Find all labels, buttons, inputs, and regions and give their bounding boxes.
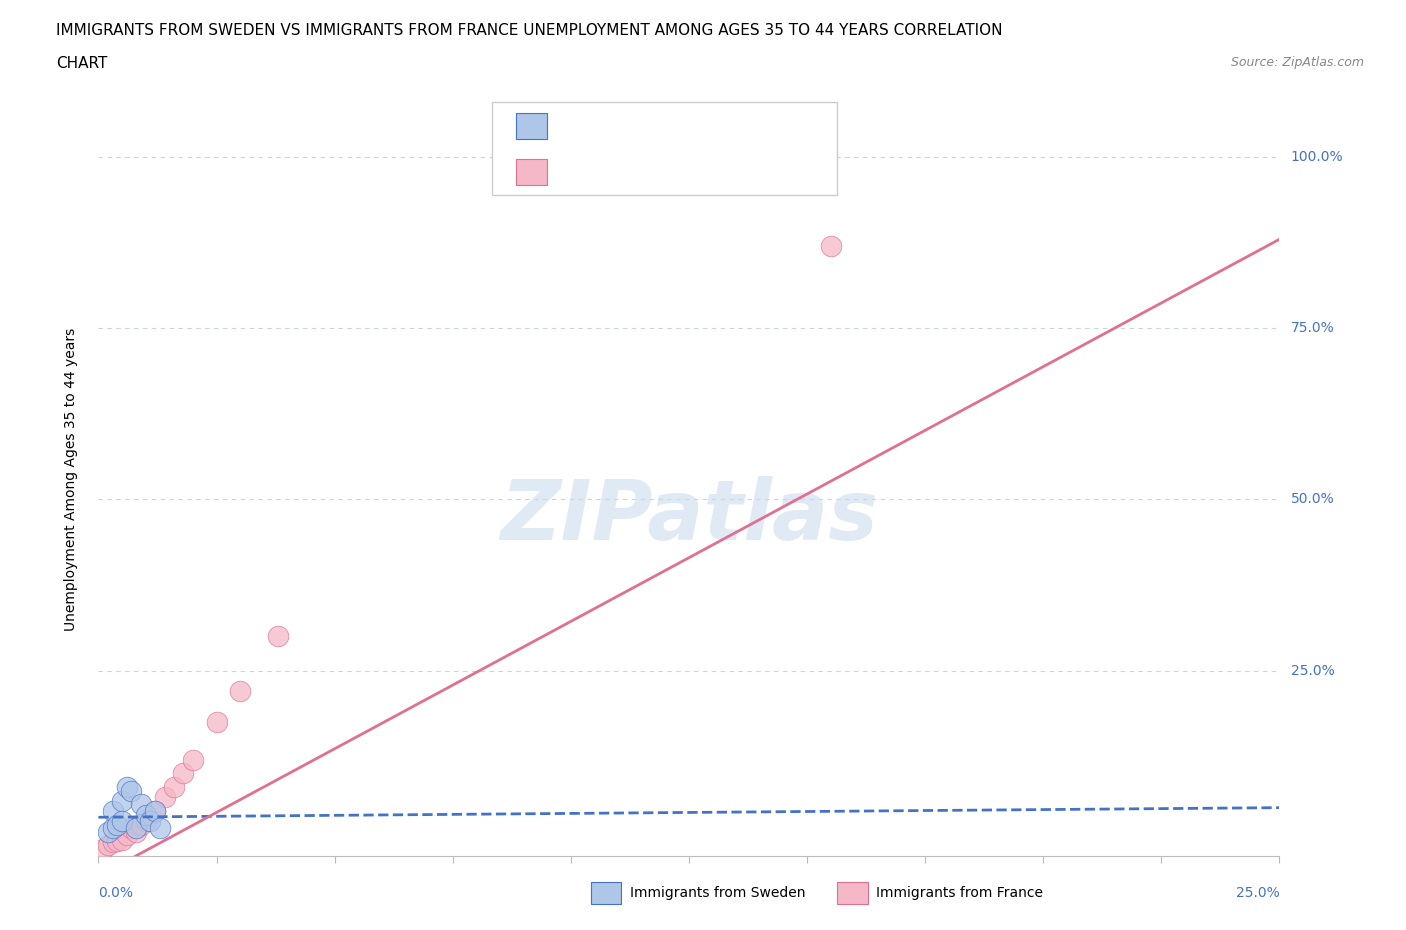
- Point: [115, 779, 138, 794]
- Text: ZIPatlas: ZIPatlas: [501, 476, 877, 557]
- Point: [135, 807, 157, 822]
- Text: R =: R =: [558, 117, 595, 135]
- Point: [820, 239, 842, 254]
- Point: [149, 821, 172, 836]
- Text: Immigrants from Sweden: Immigrants from Sweden: [630, 885, 806, 900]
- Point: [181, 752, 204, 767]
- Text: 0.037: 0.037: [586, 117, 638, 135]
- Point: [143, 804, 166, 818]
- Point: [172, 766, 194, 781]
- Point: [229, 684, 252, 698]
- Point: [97, 824, 120, 839]
- Text: 50.0%: 50.0%: [1291, 493, 1334, 507]
- Text: CHART: CHART: [56, 56, 108, 71]
- Text: 25.0%: 25.0%: [1236, 886, 1279, 900]
- Text: 18: 18: [692, 163, 714, 180]
- Point: [143, 804, 166, 818]
- Point: [105, 817, 128, 832]
- Point: [135, 814, 157, 829]
- Text: 0.0%: 0.0%: [98, 886, 134, 900]
- Point: [163, 779, 186, 794]
- Point: [125, 824, 148, 839]
- Text: N =: N =: [662, 117, 699, 135]
- Point: [121, 783, 143, 798]
- Text: 100.0%: 100.0%: [1291, 150, 1343, 164]
- Point: [139, 814, 162, 829]
- Text: R =: R =: [558, 163, 595, 180]
- Y-axis label: Unemployment Among Ages 35 to 44 years: Unemployment Among Ages 35 to 44 years: [63, 327, 77, 631]
- Text: IMMIGRANTS FROM SWEDEN VS IMMIGRANTS FROM FRANCE UNEMPLOYMENT AMONG AGES 35 TO 4: IMMIGRANTS FROM SWEDEN VS IMMIGRANTS FRO…: [56, 23, 1002, 38]
- Point: [101, 834, 124, 849]
- Point: [97, 838, 120, 853]
- Text: Immigrants from France: Immigrants from France: [876, 885, 1043, 900]
- Text: 75.0%: 75.0%: [1291, 321, 1334, 336]
- Point: [101, 804, 124, 818]
- Text: 25.0%: 25.0%: [1291, 664, 1334, 678]
- Text: 0.917: 0.917: [586, 163, 638, 180]
- Point: [115, 828, 138, 843]
- Point: [129, 797, 152, 812]
- Point: [111, 832, 134, 847]
- Point: [121, 821, 143, 836]
- Point: [101, 821, 124, 836]
- Point: [105, 833, 128, 848]
- Point: [153, 790, 176, 804]
- Point: [111, 793, 134, 808]
- Point: [129, 817, 152, 832]
- Text: Source: ZipAtlas.com: Source: ZipAtlas.com: [1230, 56, 1364, 69]
- Text: 14: 14: [692, 117, 714, 135]
- Point: [267, 629, 290, 644]
- Text: N =: N =: [662, 163, 699, 180]
- Point: [125, 821, 148, 836]
- Point: [91, 842, 114, 857]
- Point: [205, 714, 228, 729]
- Point: [111, 814, 134, 829]
